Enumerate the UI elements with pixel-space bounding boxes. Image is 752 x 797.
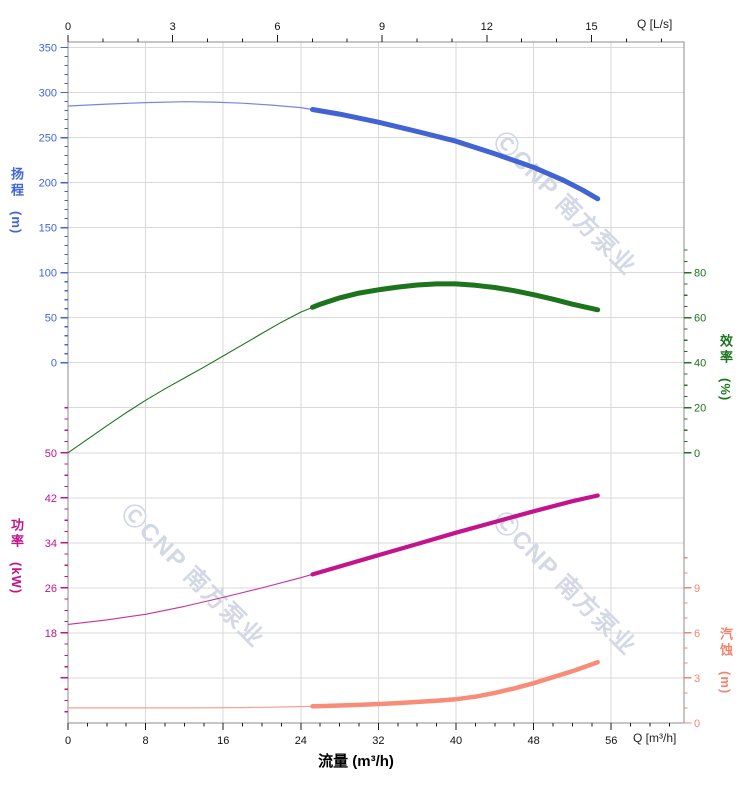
head-axis-title-text: 扬程 [9,167,24,199]
watermark-logo: ⒸCNP 南方泵业 [488,126,642,280]
y-axis-ticks [60,46,692,724]
curves [67,101,601,709]
svg-text:40: 40 [450,735,462,747]
svg-text:60: 60 [694,313,706,325]
svg-text:350: 350 [39,43,57,55]
svg-text:26: 26 [45,583,57,595]
gridlines [68,42,684,723]
svg-text:250: 250 [39,133,57,145]
power-axis-title-text: 功率 [9,518,24,550]
npsh-curve-bold [310,659,600,709]
svg-text:15: 15 [585,21,597,33]
npsh-axis-title-text: 汽蚀 [718,627,733,659]
svg-text:200: 200 [39,178,57,190]
power-curve-bold [310,493,600,577]
efficiency-axis-unit-text: (%) [718,378,733,402]
efficiency-curve-bold [310,281,601,313]
svg-text:8: 8 [143,735,149,747]
svg-text:0: 0 [694,718,700,730]
svg-text:50: 50 [45,313,57,325]
svg-text:12: 12 [481,21,493,33]
watermark-logo: ⒸCNP 南方泵业 [116,498,270,652]
svg-text:48: 48 [528,735,540,747]
x-axis-labels: 0 8 16 24 32 40 48 56 0 3 6 9 12 15 [65,21,617,747]
svg-text:16: 16 [217,735,229,747]
svg-text:40: 40 [694,358,706,370]
svg-text:9: 9 [694,583,700,595]
plot-frame [67,41,685,724]
svg-text:20: 20 [694,403,706,415]
head-curve-bold [310,107,601,202]
svg-text:34: 34 [45,538,57,550]
svg-text:18: 18 [45,628,57,640]
top-axis-unit-label: Q [L/s] [637,17,673,31]
npsh-axis-unit-text: (m) [718,671,733,695]
bottom-axis-unit-label: Q [m³/h] [633,731,677,745]
npsh-axis-title: 汽蚀 (m) [718,627,733,695]
svg-text:0: 0 [65,21,71,33]
svg-text:80: 80 [694,268,706,280]
x-axis-ticks [67,35,670,730]
head-axis-title: 扬程 (m) [9,167,24,235]
svg-text:3: 3 [694,673,700,685]
svg-text:24: 24 [295,735,307,747]
power-axis-unit-text: (kW) [9,562,24,595]
svg-text:3: 3 [170,21,176,33]
svg-text:42: 42 [45,493,57,505]
svg-text:300: 300 [39,88,57,100]
efficiency-curve [67,283,598,454]
svg-text:6: 6 [694,628,700,640]
y-axis-labels: 3503002502001501005008060402005042342618… [39,43,707,730]
svg-text:32: 32 [372,735,384,747]
svg-text:6: 6 [274,21,280,33]
svg-text:100: 100 [39,268,57,280]
svg-text:0: 0 [51,358,57,370]
svg-text:9: 9 [379,21,385,33]
svg-text:0: 0 [694,448,700,460]
svg-text:0: 0 [65,735,71,747]
efficiency-axis-title: 效率 (%) [718,334,733,402]
svg-text:150: 150 [39,223,57,235]
efficiency-axis-title-text: 效率 [718,334,733,366]
head-axis-unit-text: (m) [9,211,24,235]
flow-axis-title: 流量 (m³/h) [318,753,394,770]
power-axis-title: 功率 (kW) [9,518,24,595]
svg-text:56: 56 [605,735,617,747]
svg-text:50: 50 [45,448,57,460]
watermark-logo: ⒸCNP 南方泵业 [488,506,642,660]
watermarks: ⒸCNP 南方泵业 ⒸCNP 南方泵业 ⒸCNP 南方泵业 [116,126,642,660]
